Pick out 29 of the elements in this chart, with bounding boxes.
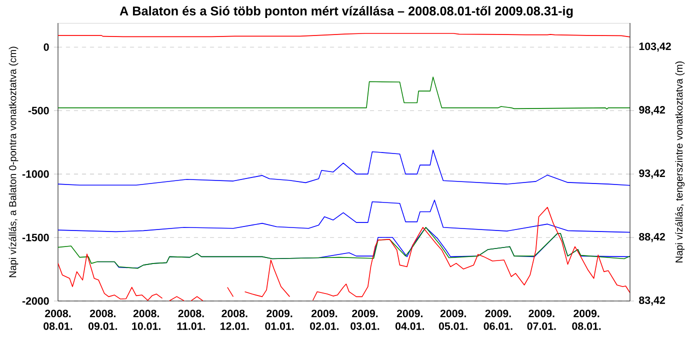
x-tick-label: 2008. 10.01. bbox=[132, 310, 160, 330]
y2-tick-label: 83,42 bbox=[639, 296, 665, 306]
y2-axis-title: Napi vízállás, tengerszintre vonatkoztatva (m) bbox=[675, 61, 685, 262]
y-tick-label: -1000 bbox=[22, 170, 49, 178]
x-tick-label: 2009. 08.01. bbox=[572, 310, 601, 330]
x-tick-label: 2009. 03.01. bbox=[350, 310, 380, 330]
line-series bbox=[58, 150, 630, 186]
line-series bbox=[58, 200, 630, 233]
x-tick-label: 2009. 05.01. bbox=[438, 310, 468, 330]
x-tick-label: 2008. 11.01. bbox=[177, 310, 206, 330]
x-tick-label: 2008. 08.01. bbox=[44, 310, 72, 330]
line-series bbox=[58, 76, 630, 110]
x-tick-label: 2009. 04.01. bbox=[395, 310, 424, 330]
y2-tick-label: 103,42 bbox=[639, 42, 671, 52]
y2-tick-label: 98,42 bbox=[639, 106, 665, 116]
x-tick-label: 2009. 06.01. bbox=[484, 310, 512, 330]
y-tick-label: 0 bbox=[44, 43, 49, 51]
y-axis-title: Napi vízállás, a Balaton 0-pontra vonatkoztatva (cm) bbox=[8, 46, 18, 278]
y-tick-label: -2000 bbox=[22, 297, 49, 305]
x-tick-label: 2009. 01.01. bbox=[265, 310, 294, 330]
x-tick-label: 2008. 12.01. bbox=[220, 310, 249, 330]
y2-tick-label: 93,42 bbox=[639, 170, 665, 179]
x-tick-label: 2008. 09.01. bbox=[88, 310, 117, 330]
y2-tick-label: 88,42 bbox=[639, 232, 665, 242]
y-tick-label: -1500 bbox=[22, 234, 49, 242]
chart-title: A Balaton és a Sió több ponton mért vízállása – 2008.08.01-től 2009.08.31-ig bbox=[120, 6, 573, 18]
x-tick-label: 2009. 07.01. bbox=[527, 310, 556, 330]
y-tick-label: -500 bbox=[28, 106, 49, 114]
x-tick-label: 2009. 02.01. bbox=[310, 310, 339, 330]
